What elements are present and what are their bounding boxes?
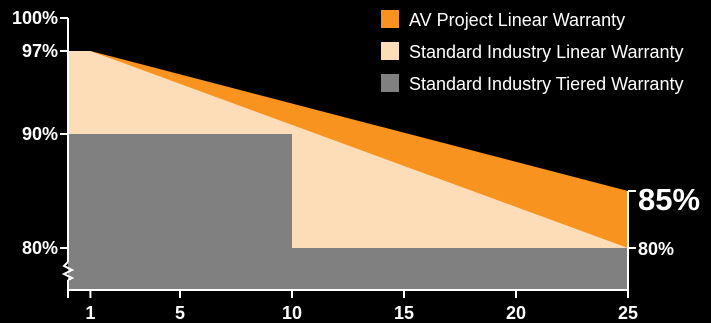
- end-label-80: 80%: [638, 239, 674, 259]
- axes: [61, 18, 628, 298]
- legend-swatch-standard-industry-linear-warranty: [381, 42, 399, 60]
- y-tick-label-90: 90%: [22, 124, 58, 144]
- x-tick-label-25: 25: [618, 303, 638, 323]
- x-tick-label-15: 15: [394, 303, 414, 323]
- series-areas: [68, 51, 628, 290]
- x-tick-label-10: 10: [282, 303, 302, 323]
- x-tick-label-1: 1: [85, 303, 95, 323]
- tick-labels: 100%97%90%80%1 5 10 15 20 25: [12, 8, 638, 323]
- area-standard-industry-tiered-warranty: [68, 134, 628, 290]
- legend: AV Project Linear Warranty Standard Indus…: [381, 10, 683, 94]
- legend-label-av-project-linear-warranty: AV Project Linear Warranty: [409, 10, 625, 30]
- y-tick-label-100: 100%: [12, 8, 58, 28]
- legend-label-standard-industry-tiered-warranty: Standard Industry Tiered Warranty: [409, 74, 683, 94]
- y-tick-label-97: 97%: [22, 41, 58, 61]
- end-label-85: 85%: [638, 182, 700, 217]
- legend-swatch-av-project-linear-warranty: [381, 10, 399, 28]
- x-tick-label-20: 20: [506, 303, 526, 323]
- y-tick-label-80: 80%: [22, 238, 58, 258]
- legend-label-standard-industry-linear-warranty: Standard Industry Linear Warranty: [409, 42, 683, 62]
- legend-swatch-standard-industry-tiered-warranty: [381, 74, 399, 92]
- y-axis-break-marker: [61, 261, 75, 281]
- end-labels: 85% 80%: [627, 182, 700, 290]
- x-tick-label-5: 5: [175, 303, 185, 323]
